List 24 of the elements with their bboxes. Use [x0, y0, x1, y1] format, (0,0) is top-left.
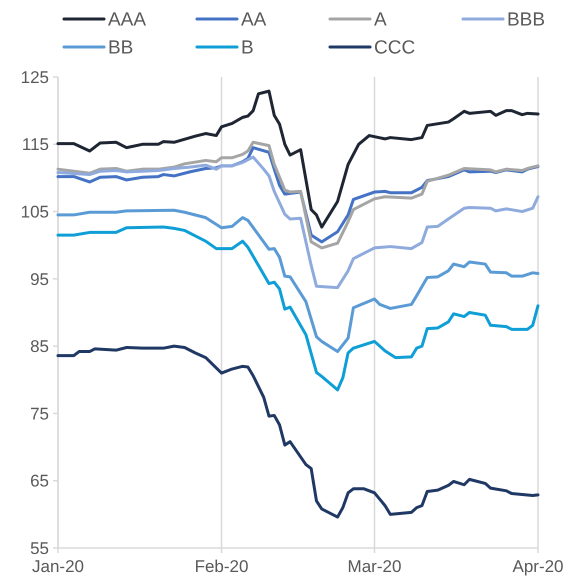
legend-label: A — [374, 10, 387, 31]
y-tick-label: 125 — [20, 68, 49, 87]
line-series — [56, 344, 540, 519]
line-series — [56, 208, 540, 354]
legend-label: BBB — [507, 10, 546, 31]
x-tick-label: Apr-20 — [512, 557, 564, 576]
x-tick-label: Jan-20 — [32, 557, 84, 576]
y-tick-label: 55 — [30, 538, 49, 558]
line-series — [56, 226, 540, 392]
legend-label: CCC — [374, 38, 416, 59]
y-tick-label: 95 — [30, 270, 49, 289]
y-tick-label: 115 — [22, 135, 49, 154]
legend-label: AAA — [108, 10, 146, 31]
legend-label: BB — [108, 38, 134, 59]
x-tick-label: Mar-20 — [348, 557, 402, 576]
y-tick-label: 75 — [30, 404, 49, 424]
y-tick-label: 105 — [20, 202, 49, 222]
legend-label: AA — [241, 10, 267, 31]
x-tick-label: Feb-20 — [194, 557, 248, 576]
y-tick-label: 85 — [30, 337, 49, 356]
line-series — [56, 90, 540, 229]
legend-label: B — [241, 38, 254, 59]
y-tick-label: 65 — [30, 472, 49, 491]
line-series — [56, 156, 540, 290]
